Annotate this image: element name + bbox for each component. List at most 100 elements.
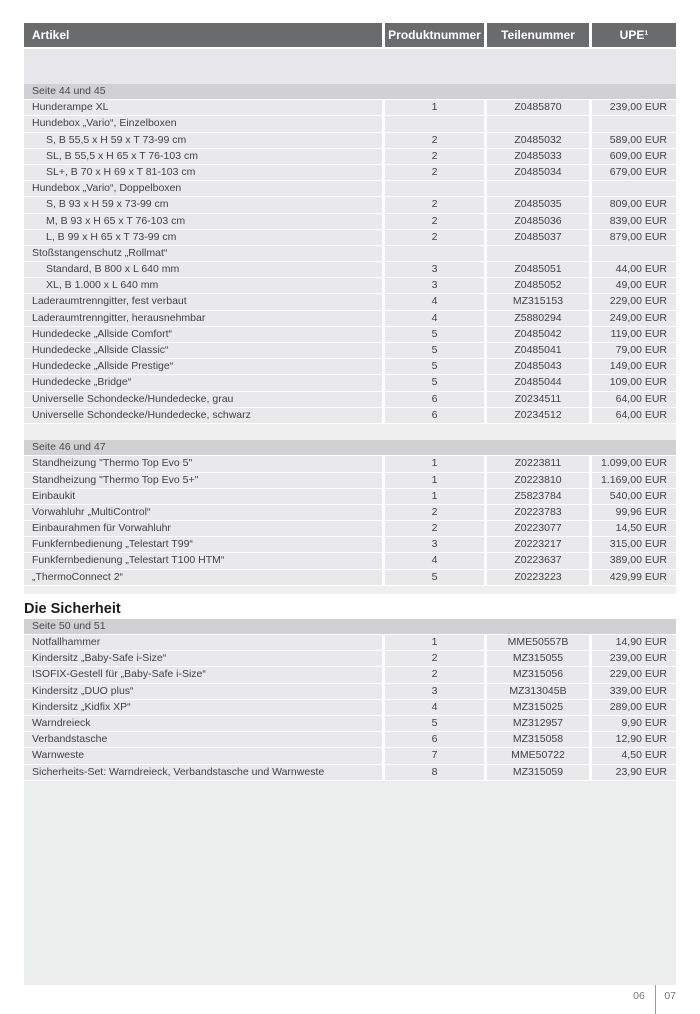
cell-teilenummer: Z0485033 bbox=[484, 148, 589, 164]
cell-upe bbox=[589, 181, 676, 197]
pre-heading-strip bbox=[24, 585, 676, 594]
table-row: Einbaurahmen für Vorwahluhr 2 Z0223077 14,5… bbox=[24, 521, 676, 538]
cell-produktnummer bbox=[382, 116, 484, 132]
cell-teilenummer: Z0223077 bbox=[484, 521, 589, 537]
cell-artikel: Hundedecke „Bridge“ bbox=[32, 376, 132, 389]
cell-artikel: Sicherheits-Set: Warndreieck, Verbandsta… bbox=[32, 765, 325, 778]
cell-upe: 839,00 EUR bbox=[589, 213, 676, 229]
cell-upe: 4,50 EUR bbox=[589, 748, 676, 764]
cell-produktnummer: 5 bbox=[382, 326, 484, 342]
cell-teilenummer: MZ313045B bbox=[484, 683, 589, 699]
cell-produktnummer: 6 bbox=[382, 407, 484, 423]
cell-artikel: Verbandstasche bbox=[32, 733, 108, 746]
cell-upe bbox=[589, 116, 676, 132]
cell-artikel: S, B 55,5 x H 59 x T 73-99 cm bbox=[46, 133, 187, 146]
table-groups: Seite 44 und 45 Hunderampe XL 1 Z0485870 239… bbox=[24, 84, 676, 781]
table-row: Einbaukit 1 Z5823784 540,00 EUR bbox=[24, 488, 676, 505]
cell-upe: 14,90 EUR bbox=[589, 635, 676, 651]
cell-upe: 149,00 EUR bbox=[589, 359, 676, 375]
cell-teilenummer: Z0223217 bbox=[484, 537, 589, 553]
cell-produktnummer bbox=[382, 245, 484, 262]
table-row: Funkfernbedienung „Telestart T100 HTM“ 4 Z… bbox=[24, 553, 676, 570]
cell-upe: 389,00 EUR bbox=[589, 553, 676, 569]
table-group-label-row: Hundebox „Vario“, Einzelboxen bbox=[24, 116, 676, 133]
cell-teilenummer: Z0485037 bbox=[484, 229, 589, 245]
cell-produktnummer: 2 bbox=[382, 132, 484, 148]
table-row: Hundedecke „Bridge“ 5 Z0485044 109,00 EUR bbox=[24, 375, 676, 392]
table-row: Hundedecke „Allside Classic“ 5 Z0485041 79,… bbox=[24, 343, 676, 360]
cell-teilenummer: Z0223637 bbox=[484, 553, 589, 569]
cell-upe: 229,00 EUR bbox=[589, 294, 676, 310]
cell-upe: 315,00 EUR bbox=[589, 537, 676, 553]
page-number-divider bbox=[654, 985, 657, 1014]
cell-upe: 64,00 EUR bbox=[589, 407, 676, 423]
page-number-left: 06 bbox=[633, 990, 645, 1002]
cell-produktnummer: 4 bbox=[382, 294, 484, 310]
table-row: Universelle Schondecke/Hundedecke, schwa… bbox=[24, 407, 676, 424]
cell-upe: 9,90 EUR bbox=[589, 715, 676, 732]
cell-artikel: Standheizung "Thermo Top Evo 5+" bbox=[32, 473, 199, 486]
table-row: M, B 93 x H 65 x T 76-103 cm 2 Z0485036 839… bbox=[24, 213, 676, 230]
cell-artikel: Stoßstangenschutz „Rollmat“ bbox=[32, 246, 168, 259]
cell-artikel: Notfallhammer bbox=[32, 636, 101, 648]
page-section-row: Seite 46 und 47 bbox=[24, 440, 676, 457]
cell-artikel: M, B 93 x H 65 x T 76-103 cm bbox=[46, 214, 186, 227]
cell-produktnummer: 3 bbox=[382, 537, 484, 553]
cell-teilenummer: MME50557B bbox=[484, 635, 589, 651]
cell-upe: 44,00 EUR bbox=[589, 262, 676, 278]
cell-teilenummer bbox=[484, 116, 589, 132]
cell-artikel: Warnweste bbox=[32, 749, 85, 762]
cell-produktnummer: 2 bbox=[382, 164, 484, 181]
cell-produktnummer: 2 bbox=[382, 651, 484, 667]
cell-artikel: Einbaurahmen für Vorwahluhr bbox=[32, 522, 171, 535]
table-row: Verbandstasche 6 MZ315058 12,90 EUR bbox=[24, 732, 676, 749]
bottom-filler-panel bbox=[24, 780, 676, 985]
cell-artikel: Standheizung "Thermo Top Evo 5" bbox=[32, 457, 193, 470]
cell-upe: 109,00 EUR bbox=[589, 375, 676, 391]
cell-produktnummer: 2 bbox=[382, 521, 484, 537]
table-row: „ThermoConnect 2“ 5 Z0223223 429,99 EUR bbox=[24, 569, 676, 586]
cell-produktnummer: 2 bbox=[382, 197, 484, 213]
cell-upe: 809,00 EUR bbox=[589, 197, 676, 213]
cell-artikel: Hundedecke „Allside Classic“ bbox=[32, 344, 169, 356]
price-table: Artikel Produktnummer Teilenummer UPE¹ S… bbox=[24, 23, 676, 985]
cell-teilenummer: Z0485036 bbox=[484, 213, 589, 229]
cell-artikel: SL, B 55,5 x H 65 x T 76-103 cm bbox=[46, 149, 198, 162]
table-row: XL, B 1.000 x L 640 mm 3 Z0485052 49,00 EUR bbox=[24, 278, 676, 295]
table-row: Sicherheits-Set: Warndreieck, Verbandsta… bbox=[24, 764, 676, 781]
cell-artikel: L, B 99 x H 65 x T 73-99 cm bbox=[46, 230, 177, 243]
column-header-produktnummer: Produktnummer bbox=[382, 23, 484, 47]
table-group-label-row: Hundebox „Vario“, Doppelboxen bbox=[24, 181, 676, 198]
table-row: Standheizung "Thermo Top Evo 5+" 1 Z022381… bbox=[24, 472, 676, 489]
cell-produktnummer: 2 bbox=[382, 504, 484, 521]
cell-upe: 64,00 EUR bbox=[589, 391, 676, 407]
group-gap bbox=[24, 423, 676, 441]
cell-teilenummer: Z0485042 bbox=[484, 326, 589, 342]
cell-produktnummer: 3 bbox=[382, 278, 484, 294]
table-row: Hundedecke „Allside Prestige“ 5 Z0485043 14… bbox=[24, 359, 676, 376]
cell-produktnummer: 5 bbox=[382, 375, 484, 391]
cell-artikel: Funkfernbedienung „Telestart T100 HTM“ bbox=[32, 554, 225, 567]
table-row: Vorwahluhr „MultiControl“ 2 Z0223783 99,96 … bbox=[24, 504, 676, 522]
cell-upe: 12,90 EUR bbox=[589, 732, 676, 748]
cell-artikel: Laderaumtrenngitter, fest verbaut bbox=[32, 295, 187, 308]
cell-upe: 229,00 EUR bbox=[589, 667, 676, 683]
cell-artikel: Universelle Schondecke/Hundedecke, grau bbox=[32, 392, 234, 405]
cell-teilenummer: MZ315025 bbox=[484, 699, 589, 715]
table-group-label-row: Stoßstangenschutz „Rollmat“ bbox=[24, 245, 676, 263]
cell-produktnummer: 3 bbox=[382, 683, 484, 699]
cell-produktnummer: 8 bbox=[382, 764, 484, 780]
cell-teilenummer: Z0485044 bbox=[484, 375, 589, 391]
cell-teilenummer: Z0223810 bbox=[484, 472, 589, 488]
cell-upe: 239,00 EUR bbox=[589, 651, 676, 667]
cell-upe: 879,00 EUR bbox=[589, 229, 676, 245]
cell-upe: 23,90 EUR bbox=[589, 764, 676, 780]
column-header-teilenummer: Teilenummer bbox=[484, 23, 589, 47]
cell-upe: 289,00 EUR bbox=[589, 699, 676, 715]
cell-artikel: Hundedecke „Allside Comfort“ bbox=[32, 327, 173, 340]
cell-teilenummer: Z0234511 bbox=[484, 391, 589, 407]
table-row: SL+, B 70 x H 69 x T 81-103 cm 2 Z0485034 6… bbox=[24, 164, 676, 182]
cell-teilenummer: Z0485051 bbox=[484, 262, 589, 278]
cell-produktnummer: 4 bbox=[382, 553, 484, 569]
